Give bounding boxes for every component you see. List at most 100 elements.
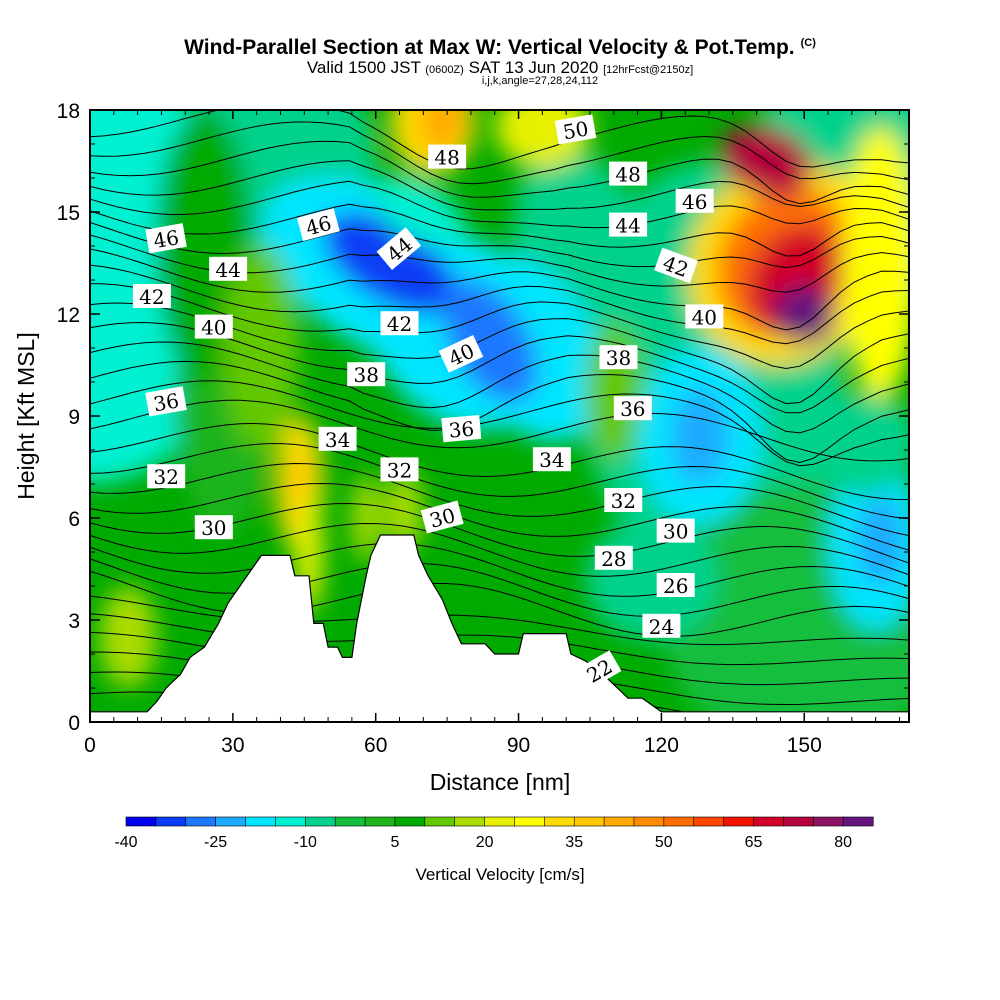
x-tick-label: 150	[787, 734, 822, 757]
theta-label-32: 32	[147, 464, 186, 489]
theta-label-text: 38	[606, 346, 631, 370]
theta-label-44: 44	[609, 212, 648, 238]
x-tick-label: 90	[507, 734, 530, 757]
w-region-32	[418, 110, 467, 151]
theta-label-30: 30	[656, 518, 695, 544]
colorbar-swatch	[245, 816, 277, 827]
theta-label-box	[642, 613, 681, 638]
theta-label-text: 44	[215, 258, 240, 282]
theta-label-box	[296, 208, 340, 242]
theta-label-text: 48	[434, 146, 459, 170]
theta-line-12	[90, 482, 909, 551]
theta-label-box	[532, 447, 571, 472]
theta-label-text: 34	[539, 448, 564, 472]
theta-label-box	[685, 304, 724, 329]
colorbar-tick-label: 5	[390, 834, 399, 851]
colorbar-swatch	[424, 816, 456, 827]
colorbar: -40 -25 -10 5 20 35 50 65 80	[114, 816, 874, 851]
colorbar-tick-label: -10	[294, 834, 317, 851]
theta-label-42: 42	[132, 284, 171, 309]
theta-label-box	[347, 362, 386, 387]
theta-label-box	[145, 386, 187, 417]
copyright-mark: (C)	[800, 37, 816, 49]
theta-line-14	[90, 443, 909, 520]
theta-line-8	[90, 558, 909, 617]
theta-label-40: 40	[685, 304, 724, 329]
theta-label-30: 30	[420, 500, 464, 534]
colorbar-swatch	[842, 816, 874, 827]
theta-label-box	[675, 188, 714, 213]
theta-label-text: 50	[561, 116, 590, 144]
theta-label-box	[147, 464, 186, 489]
y-tick-label: 0	[68, 712, 80, 735]
x-tick-label: 0	[84, 734, 96, 757]
theta-line-9	[90, 542, 909, 597]
x-tick-label: 120	[644, 734, 679, 757]
colorbar-swatch	[663, 816, 695, 827]
theta-label-30: 30	[194, 515, 233, 540]
chart-title-block: Wind-Parallel Section at Max W: Vertical…	[0, 36, 1000, 87]
colorbar-swatch	[723, 816, 755, 827]
x-tick-label: 60	[364, 734, 387, 757]
grid-indices: i,j,k,angle=27,28,24,112	[481, 75, 599, 87]
theta-label-box	[609, 212, 648, 237]
theta-line-29	[90, 160, 909, 211]
theta-label-36: 36	[441, 414, 482, 443]
theta-label-box	[599, 345, 638, 370]
theta-label-46: 46	[145, 223, 187, 254]
theta-label-text: 48	[615, 163, 640, 187]
theta-label-40: 40	[194, 314, 233, 340]
w-region-37	[99, 586, 157, 688]
y-tick-label: 3	[68, 610, 80, 633]
colorbar-swatch	[364, 816, 396, 827]
colorbar-tick-label: 65	[745, 834, 763, 851]
colorbar-swatch	[514, 816, 545, 827]
theta-label-text: 44	[615, 214, 640, 238]
theta-contours	[90, 110, 909, 722]
valid-time: Valid 1500 JST	[306, 58, 421, 77]
colorbar-swatch	[633, 816, 665, 827]
theta-label-text: 32	[153, 465, 178, 489]
theta-label-44: 44	[209, 256, 248, 282]
title-text: Wind-Parallel Section at Max W: Vertical…	[184, 36, 795, 59]
theta-label-46: 46	[296, 208, 340, 242]
theta-label-text: 34	[325, 428, 350, 452]
theta-label-text: 32	[387, 458, 412, 482]
theta-line-13	[90, 462, 909, 537]
theta-label-text: 28	[601, 547, 626, 571]
theta-label-48: 48	[428, 144, 467, 170]
valid-date: SAT 13 Jun 2020	[468, 58, 599, 77]
forecast-info: [12hrFcst@2150z]	[603, 64, 694, 76]
theta-label-box	[209, 256, 248, 281]
theta-label-text: 42	[139, 285, 164, 309]
theta-label-box	[318, 426, 357, 451]
theta-label-box	[420, 500, 464, 534]
w-region-19	[804, 392, 909, 495]
theta-label-box	[145, 223, 187, 254]
colorbar-tick-label: 50	[655, 834, 673, 851]
colorbar-tick-label: -25	[204, 834, 227, 851]
theta-label-box	[376, 227, 422, 271]
theta-label-36: 36	[613, 396, 652, 421]
theta-label-48: 48	[609, 161, 648, 187]
colorbar-swatch	[484, 816, 516, 827]
colorbar-swatch	[275, 816, 306, 827]
theta-label-text: 42	[387, 312, 412, 336]
theta-label-box	[380, 311, 419, 336]
theta-label-text: 46	[682, 190, 707, 214]
field-blobs	[90, 110, 909, 722]
valid-utc: (0600Z)	[425, 64, 464, 76]
theta-label-38: 38	[599, 345, 638, 370]
theta-label-box	[428, 144, 467, 169]
colorbar-swatch	[215, 816, 247, 827]
theta-label-box	[380, 457, 419, 482]
theta-label-50: 50	[554, 114, 597, 145]
theta-label-box	[613, 396, 652, 421]
colorbar-swatch	[753, 816, 784, 827]
colorbar-tick-label: -40	[114, 834, 137, 851]
theta-label-text: 24	[649, 615, 674, 639]
theta-label-text: 36	[620, 397, 645, 421]
